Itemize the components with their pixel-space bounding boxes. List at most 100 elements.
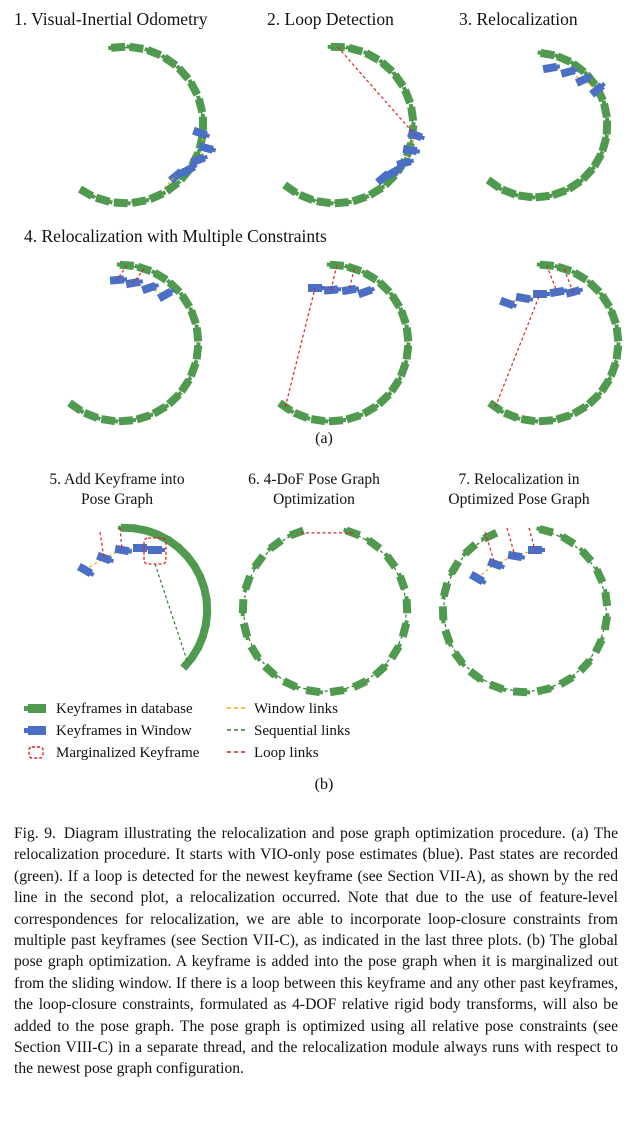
plot-optimized-relocalization: [438, 525, 612, 697]
keyframe-database: [376, 390, 393, 408]
keyframe-database: [82, 409, 101, 422]
window-link: [476, 549, 536, 579]
panel-title-3: 3. Relocalization: [459, 9, 578, 29]
keyframe-database: [401, 86, 414, 105]
keyframe-database: [602, 117, 612, 135]
legend-keyframes-window: Keyframes in Window: [24, 722, 192, 740]
keyframe-database: [151, 403, 170, 418]
keyframe-database: [367, 184, 386, 199]
keyframe-database: [113, 198, 131, 208]
panel-title-1: 1. Visual-Inertial Odometry: [14, 9, 208, 29]
keyframe-database: [150, 269, 169, 284]
keyframe-database: [292, 409, 311, 422]
keyframe-database: [281, 677, 300, 691]
keyframe-window: [133, 544, 150, 552]
loop-link: [563, 268, 574, 293]
legend-window-links-label: Window links: [254, 701, 338, 717]
keyframe-database: [612, 342, 623, 360]
keyframe-database: [238, 599, 248, 617]
keyframe-window: [515, 292, 534, 304]
keyframe-database: [571, 403, 590, 418]
plot-add-keyframe: [76, 523, 212, 671]
keyframe-database: [607, 307, 620, 326]
keyframe-database: [569, 60, 587, 76]
keyframe-database: [487, 399, 505, 415]
panel-title-5-line1: 5. Add Keyframe into: [49, 471, 185, 488]
keyframe-database: [553, 52, 572, 66]
legend-keyframes-window-label: Keyframes in Window: [56, 723, 192, 739]
keyframe-database: [178, 291, 193, 310]
keyframe-database: [451, 650, 467, 668]
keyframe-database: [396, 572, 409, 591]
legend-sequential-links: Sequential links: [226, 722, 350, 740]
keyframe-database: [391, 71, 407, 89]
keyframe-database: [586, 278, 603, 296]
keyframe-database: [316, 197, 334, 208]
keyframe-database: [398, 619, 411, 638]
keyframe-database: [372, 662, 389, 679]
window-link: [163, 175, 177, 189]
keyframe-database: [402, 342, 413, 360]
keyframe-database: [351, 677, 370, 691]
keyframe-database: [192, 324, 203, 342]
keyframe-database: [461, 541, 479, 558]
subfigure-label-b: (b): [314, 776, 334, 793]
plot-multi-constraint-a: [67, 260, 203, 426]
keyframe-database: [198, 113, 208, 131]
loop-link: [528, 527, 536, 551]
keyframe-database: [538, 416, 557, 426]
keyframe-database: [438, 606, 448, 624]
keyframe-database: [480, 529, 499, 543]
keyframe-database: [536, 684, 555, 696]
keyframe-database: [570, 269, 589, 284]
legend-marginalized: Marginalized Keyframe: [24, 744, 199, 762]
keyframe-database: [241, 574, 254, 593]
panel-title-7-line1: 7. Relocalization in: [458, 471, 580, 488]
plot-multi-constraint-b: [277, 260, 413, 426]
keyframe-database: [600, 612, 612, 631]
keyframe-window: [507, 550, 526, 562]
loop-link: [284, 287, 316, 408]
keyframe-database: [178, 376, 193, 394]
loop-link: [330, 265, 338, 291]
keyframe-database: [201, 608, 212, 626]
keyframe-database: [467, 667, 485, 684]
keyframe-window: [198, 142, 217, 154]
keyframe-database: [441, 629, 454, 648]
keyframe-database: [485, 176, 504, 192]
keyframe-database: [537, 48, 556, 60]
keyframe-window: [357, 285, 376, 299]
keyframe-database: [187, 307, 200, 326]
caption-text: Diagram illustrating the relocalization …: [14, 825, 618, 1078]
panel-title-6: 6. 4-DoF Pose Graph Optimization: [214, 470, 414, 510]
keyframe-database: [129, 524, 148, 535]
keyframe-database: [329, 686, 348, 697]
keyframe-database: [536, 260, 555, 270]
keyframe-window: [323, 285, 342, 295]
keyframe-database: [327, 42, 345, 52]
sequential-link: [154, 563, 189, 663]
keyframe-database: [598, 376, 613, 394]
panel-title-2: 2. Loop Detection: [267, 9, 394, 29]
legend-keyframes-database: Keyframes in database: [24, 700, 193, 718]
keyframe-database: [517, 191, 536, 202]
keyframe-database: [166, 278, 183, 296]
keyframe-database: [388, 291, 403, 310]
keyframe-window: [179, 163, 198, 177]
window-link: [116, 279, 166, 296]
caption-fig-number: Fig. 9.: [14, 825, 56, 842]
keyframe-window: [375, 170, 392, 186]
keyframe-database: [239, 622, 252, 641]
figure-caption: Fig. 9. Diagram illustrating the relocali…: [14, 823, 618, 1080]
keyframe-database: [251, 553, 267, 571]
keyframe-database: [77, 185, 96, 200]
keyframe-database: [286, 526, 305, 540]
keyframe-database: [593, 566, 607, 585]
keyframe-window: [96, 551, 115, 565]
keyframe-window: [76, 563, 95, 577]
keyframe-database: [578, 547, 595, 564]
keyframe-database: [108, 42, 126, 52]
keyframe-database: [376, 278, 393, 296]
keyframe-database: [502, 409, 521, 422]
keyframe-database: [500, 185, 519, 199]
